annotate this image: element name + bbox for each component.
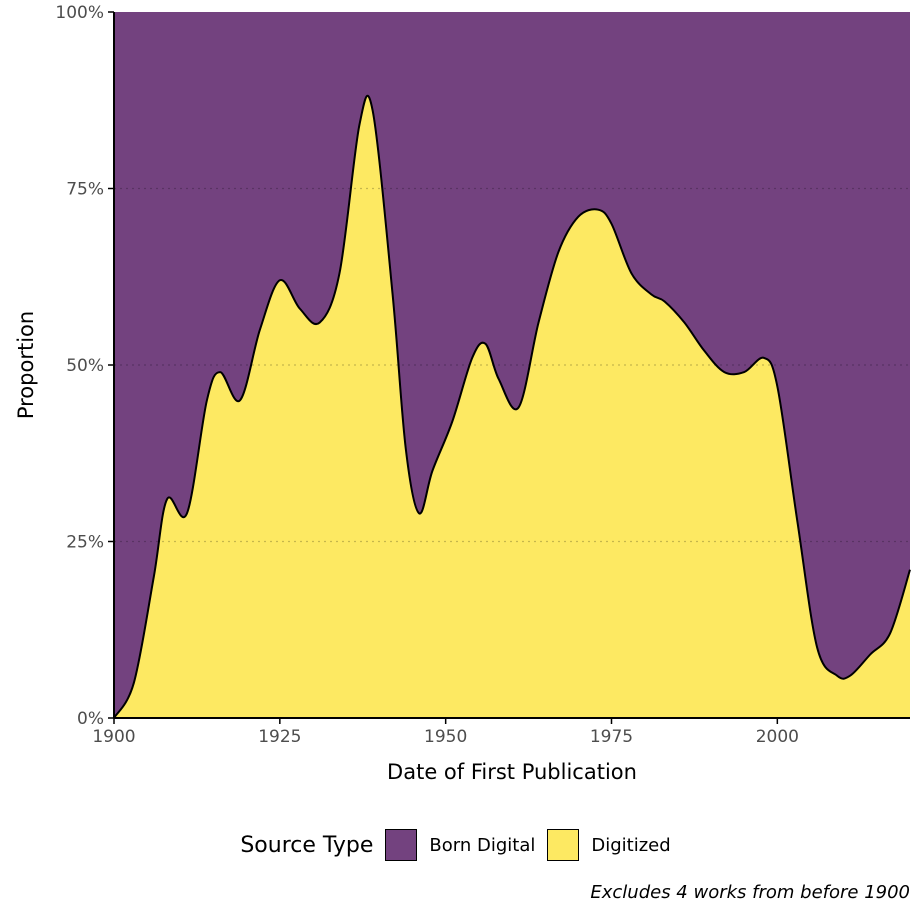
y-tick-label: 25% — [66, 533, 104, 553]
digitized-area — [114, 95, 910, 718]
y-tick-label: 100% — [55, 3, 104, 23]
x-tick-label: 1925 — [258, 727, 301, 747]
legend-item-digitized: Digitized — [547, 829, 671, 861]
y-axis-title: Proportion — [14, 311, 38, 419]
chart-caption: Excludes 4 works from before 1900 — [590, 882, 910, 903]
legend-swatch-born-digital — [385, 829, 418, 861]
y-tick-label: 75% — [66, 180, 104, 200]
legend-title: Source Type — [240, 832, 374, 858]
gridlines — [114, 187, 910, 543]
legend-label-digitized: Digitized — [591, 834, 671, 856]
legend-swatch-digitized — [547, 829, 580, 861]
x-tick-label: 1975 — [590, 727, 633, 747]
x-tick-label: 1950 — [424, 727, 467, 747]
axes: 0% 25% 50% 75% 100% 1900 1925 1950 1975 2000 — [55, 3, 910, 747]
y-tick-label: 50% — [66, 356, 104, 376]
legend: Source Type Born Digital Digitized — [0, 822, 923, 868]
legend-label-born-digital: Born Digital — [429, 834, 536, 856]
x-tick-label: 2000 — [756, 727, 799, 747]
series-boundary-line — [113, 94, 911, 719]
legend-item-born-digital: Born Digital — [385, 829, 535, 861]
x-axis-title: Date of First Publication — [387, 760, 637, 784]
x-tick-label: 1900 — [92, 727, 135, 747]
y-tick-label: 0% — [77, 709, 104, 729]
